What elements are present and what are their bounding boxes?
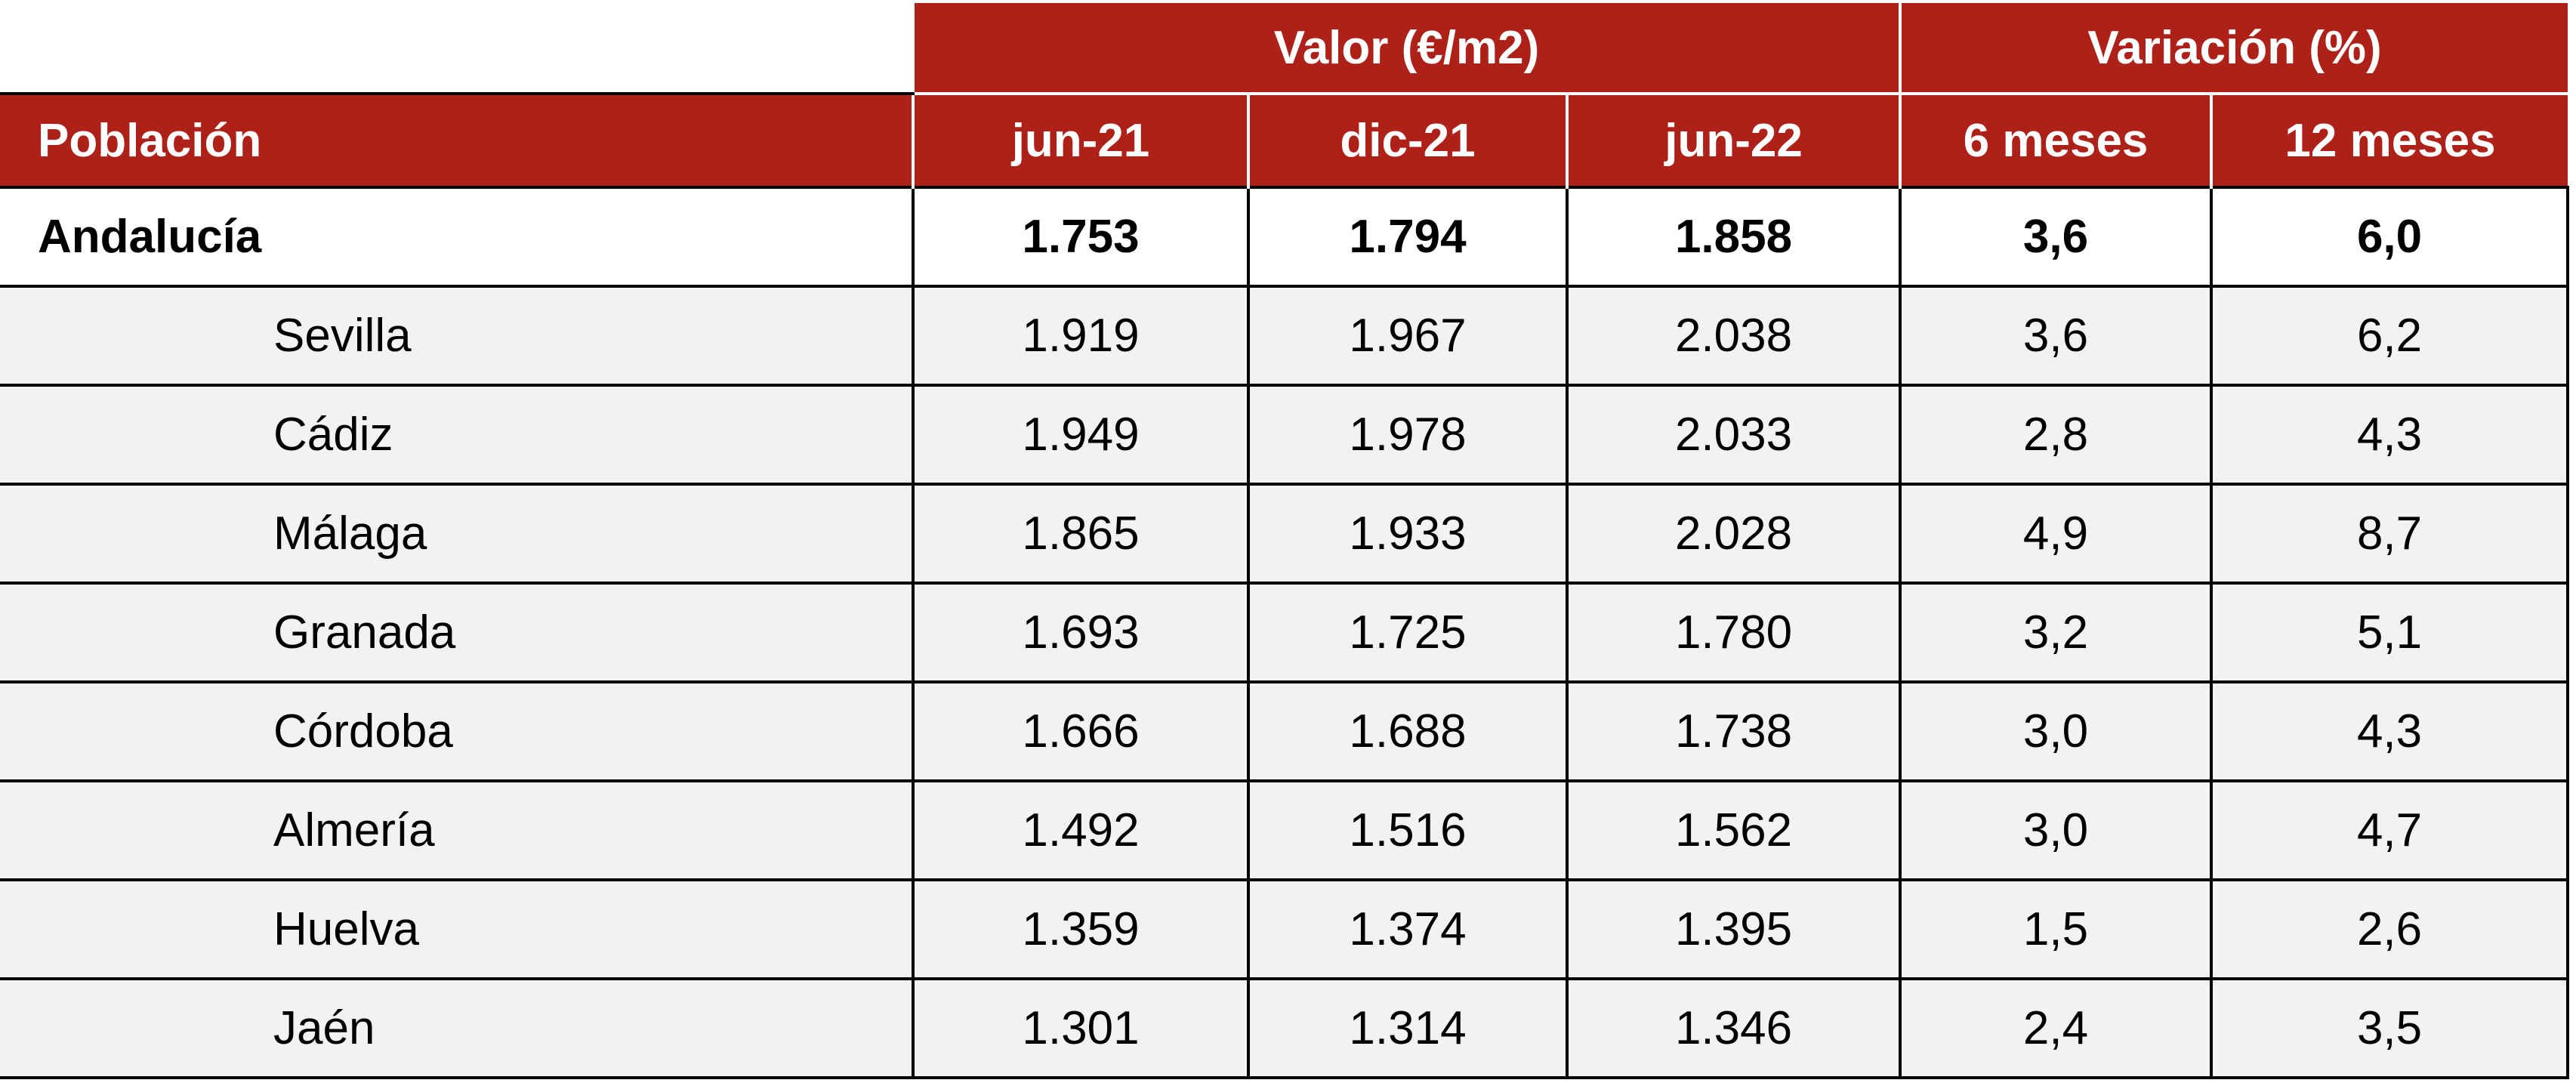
cell-value: 2,4 [1899,977,2214,1079]
cell-value: 3,6 [1899,285,2214,387]
cell-value: 1.346 [1565,977,1902,1079]
group-header-row: Valor (€/m2) Variación (%) [0,3,2568,95]
cell-value: 2,6 [2210,878,2570,980]
cell-value: 3,6 [1899,186,2214,288]
cell-value: 4,3 [2210,680,2570,782]
cell-value: 1.516 [1247,779,1569,881]
data-row: Málaga 1.865 1.933 2.028 4,9 8,7 [0,483,2570,585]
cell-value: 1.395 [1565,878,1902,980]
cell-value: 6,2 [2210,285,2570,387]
column-header: Población [0,94,913,187]
cell-value: 8,7 [2210,483,2570,585]
cell-value: 2.028 [1565,483,1902,585]
column-header: 6 meses [1899,94,2212,187]
cell-value: 1.753 [912,186,1250,288]
price-table: Valor (€/m2) Variación (%) Población jun-… [0,3,2570,1079]
cell-value: 2.033 [1565,384,1902,486]
cell-value: 1.978 [1247,384,1569,486]
cell-value: 2.038 [1565,285,1902,387]
cell-value: 5,1 [2210,582,2570,683]
cell-value: 1.562 [1565,779,1902,881]
column-header: 12 meses [2210,94,2568,187]
row-label: Andalucía [0,186,915,288]
cell-value: 1.949 [912,384,1250,486]
cell-value: 3,0 [1899,779,2214,881]
row-label: Sevilla [0,285,915,387]
column-header: dic-21 [1247,94,1567,187]
cell-value: 1.933 [1247,483,1569,585]
total-row: Andalucía 1.753 1.794 1.858 3,6 6,0 [0,186,2570,288]
row-label: Málaga [0,483,915,585]
data-row: Granada 1.693 1.725 1.780 3,2 5,1 [0,582,2570,683]
cell-value: 2,8 [1899,384,2214,486]
row-label: Cádiz [0,384,915,486]
cell-value: 3,0 [1899,680,2214,782]
table-body: Valor (€/m2) Variación (%) Población jun-… [0,3,2570,1079]
cell-value: 1.919 [912,285,1250,387]
column-header: jun-21 [912,94,1248,187]
cell-value: 1.725 [1247,582,1569,683]
data-row: Huelva 1.359 1.374 1.395 1,5 2,6 [0,878,2570,980]
cell-value: 4,7 [2210,779,2570,881]
group-header: Valor (€/m2) [911,3,1901,95]
cell-value: 1.359 [912,878,1250,980]
cell-value: 1.492 [912,779,1250,881]
cell-value: 1.688 [1247,680,1569,782]
cell-value: 1.738 [1565,680,1902,782]
cell-value: 6,0 [2210,186,2570,288]
cell-value: 3,2 [1899,582,2214,683]
cell-value: 1.858 [1565,186,1902,288]
cell-value: 1.794 [1247,186,1569,288]
data-row: Cádiz 1.949 1.978 2.033 2,8 4,3 [0,384,2570,486]
cell-value: 4,3 [2210,384,2570,486]
cell-value: 4,9 [1899,483,2214,585]
row-label: Córdoba [0,680,915,782]
row-label: Huelva [0,878,915,980]
cell-value: 1.301 [912,977,1250,1079]
row-label: Almería [0,779,915,881]
cell-value: 1.314 [1247,977,1569,1079]
data-row: Almería 1.492 1.516 1.562 3,0 4,7 [0,779,2570,881]
column-header: jun-22 [1565,94,1901,187]
cell-value: 1.666 [912,680,1250,782]
cell-value: 1.374 [1247,878,1569,980]
row-label: Jaén [0,977,915,1079]
cell-value: 1.693 [912,582,1250,683]
column-header-row: Población jun-21 dic-21 jun-22 6 meses 12 mes… [0,94,2568,187]
cell-value: 1,5 [1899,878,2214,980]
blank-cell [0,3,913,95]
data-row: Córdoba 1.666 1.688 1.738 3,0 4,3 [0,680,2570,782]
data-row: Jaén 1.301 1.314 1.346 2,4 3,5 [0,977,2570,1079]
row-label: Granada [0,582,915,683]
group-header: Variación (%) [1899,3,2568,95]
cell-value: 1.967 [1247,285,1569,387]
data-row: Sevilla 1.919 1.967 2.038 3,6 6,2 [0,285,2570,387]
cell-value: 1.780 [1565,582,1902,683]
cell-value: 1.865 [912,483,1250,585]
cell-value: 3,5 [2210,977,2570,1079]
